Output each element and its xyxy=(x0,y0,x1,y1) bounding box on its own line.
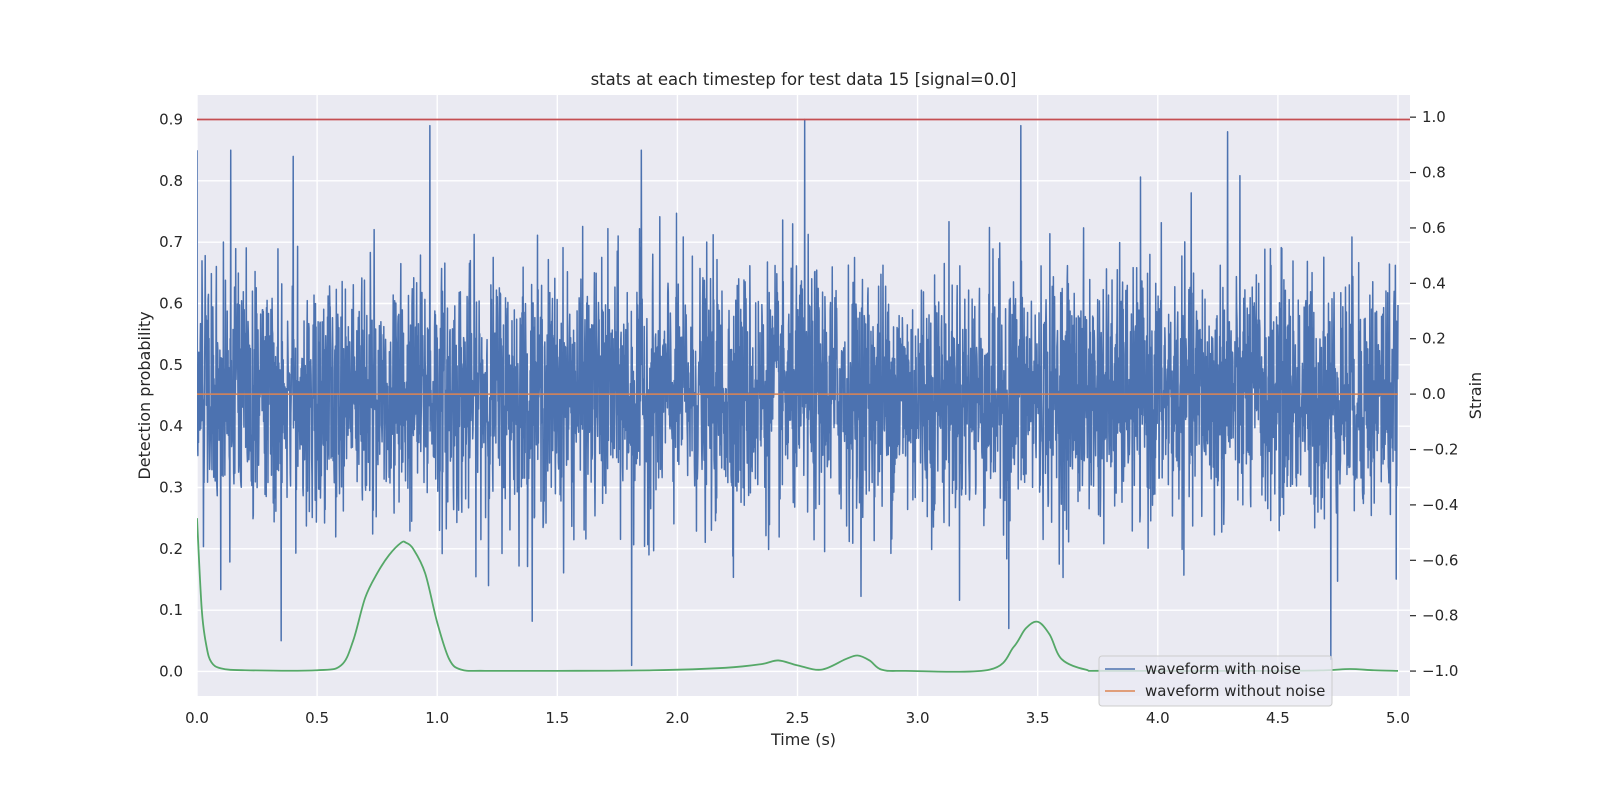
y-right-tick-label: 0.4 xyxy=(1422,274,1446,292)
legend-label-clean: waveform without noise xyxy=(1145,682,1325,700)
y-right-tick-label: −0.2 xyxy=(1422,441,1458,459)
x-tick-label: 0.0 xyxy=(185,709,209,727)
y-right-tick-label: −1.0 xyxy=(1422,662,1458,680)
y-left-tick-label: 0.6 xyxy=(159,295,183,313)
y-left-tick-label: 0.2 xyxy=(159,540,183,558)
y-left-tick-label: 0.9 xyxy=(159,111,183,129)
x-tick-label: 2.5 xyxy=(786,709,810,727)
x-tick-label: 3.0 xyxy=(906,709,930,727)
series-layer xyxy=(197,118,1410,673)
chart-title: stats at each timestep for test data 15 … xyxy=(591,70,1017,89)
x-tick-label: 5.0 xyxy=(1386,709,1410,727)
legend-label-noise: waveform with noise xyxy=(1145,660,1301,678)
x-tick-label: 1.0 xyxy=(425,709,449,727)
legend: waveform with noise waveform without noi… xyxy=(1098,655,1333,707)
y-axis-right-label: Strain xyxy=(1466,372,1485,419)
y-left-tick-label: 0.1 xyxy=(159,601,183,619)
y-left-tick-label: 0.4 xyxy=(159,417,183,435)
series-detection-probability xyxy=(197,518,1399,673)
y-right-tick-label: −0.8 xyxy=(1422,607,1458,625)
series-waveform-with-noise xyxy=(197,118,1399,667)
y-right-tick-label: −0.4 xyxy=(1422,496,1458,514)
x-tick-label: 3.5 xyxy=(1026,709,1050,727)
y-right-tick-label: 0.2 xyxy=(1422,330,1446,348)
y-right-tick-label: 0.0 xyxy=(1422,385,1446,403)
legend-box xyxy=(1098,655,1333,707)
y-right-tick-label: 0.6 xyxy=(1422,219,1446,237)
x-axis-label: Time (s) xyxy=(770,730,836,749)
y-left-tick-label: 0.7 xyxy=(159,233,183,251)
x-tick-label: 1.5 xyxy=(545,709,569,727)
y-left-tick-label: 0.0 xyxy=(159,662,183,680)
x-axis-ticks: 0.0 0.5 1.0 1.5 2.0 2.5 3.0 3.5 4.0 4.5 5.0 xyxy=(185,709,1410,727)
y-left-tick-label: 0.5 xyxy=(159,356,183,374)
x-tick-label: 0.5 xyxy=(305,709,329,727)
x-tick-label: 2.0 xyxy=(665,709,689,727)
y-right-tick-label: 0.8 xyxy=(1422,164,1446,182)
left-axis-ticks: 0.0 0.1 0.2 0.3 0.4 0.5 0.6 0.7 0.8 0.9 xyxy=(159,111,183,681)
y-right-tick-label: 1.0 xyxy=(1422,108,1446,126)
y-left-tick-label: 0.8 xyxy=(159,172,183,190)
y-right-tick-label: −0.6 xyxy=(1422,551,1458,569)
y-left-tick-label: 0.3 xyxy=(159,478,183,496)
x-tick-label: 4.0 xyxy=(1146,709,1170,727)
right-axis-ticks: −1.0 −0.8 −0.6 −0.4 −0.2 0.0 0.2 0.4 0.6 0.8 1.0 xyxy=(1410,108,1458,680)
y-axis-left-label: Detection probability xyxy=(135,311,154,479)
x-tick-label: 4.5 xyxy=(1266,709,1290,727)
